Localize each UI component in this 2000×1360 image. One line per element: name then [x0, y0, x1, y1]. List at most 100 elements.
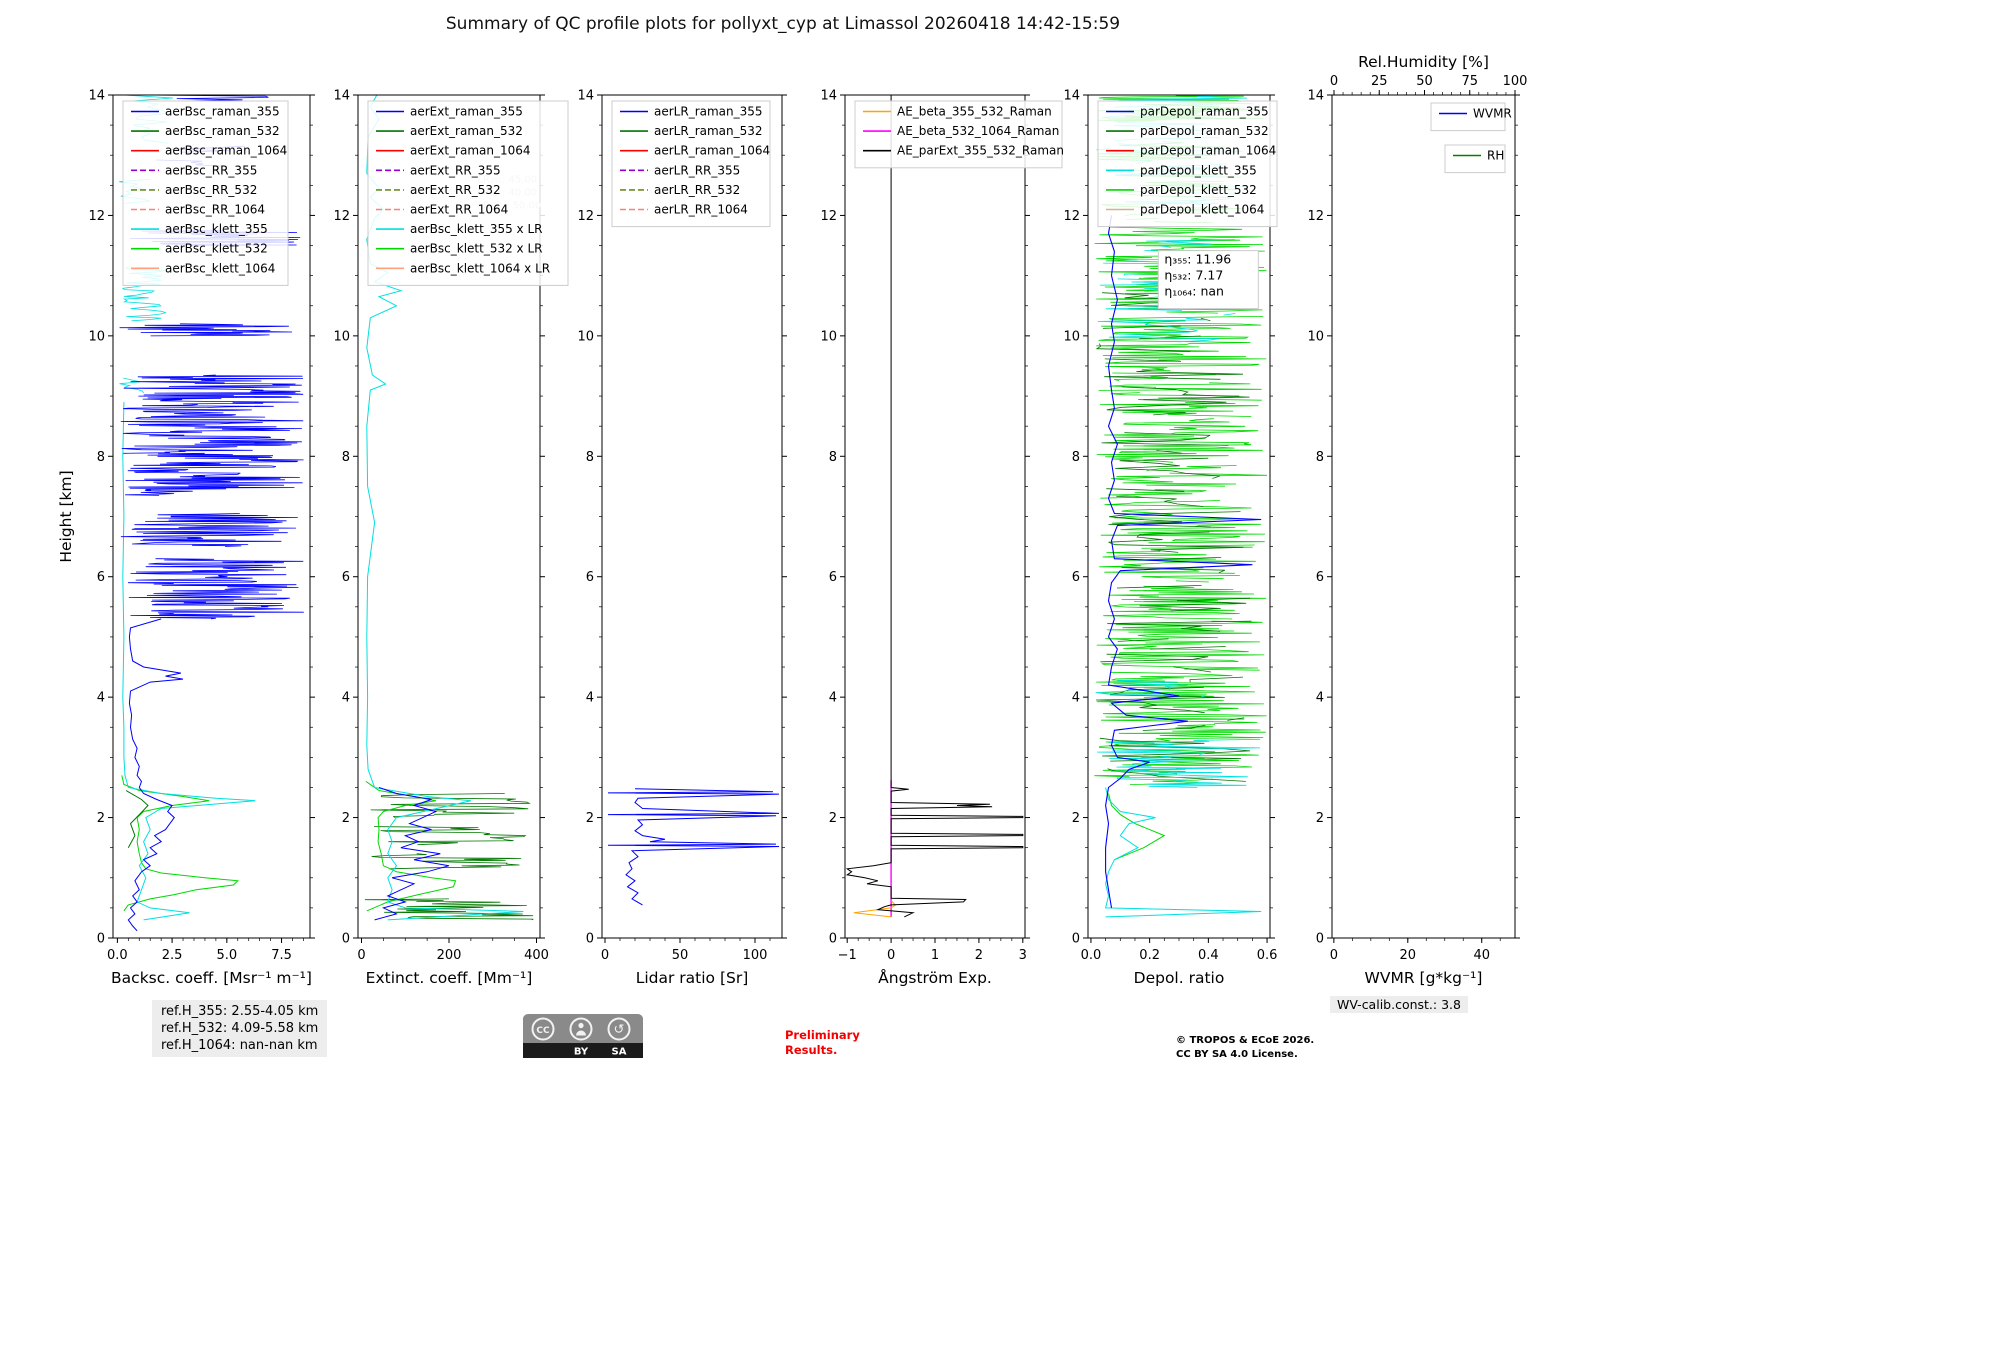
y-tick-label: 4 — [1316, 691, 1324, 706]
x-tick-label: 0 — [601, 948, 609, 963]
xlabel-extinction: Extinct. coeff. [Mm⁻¹] — [366, 969, 533, 987]
series-aerExt_raman_532-noise — [370, 793, 531, 818]
y-tick-label: 4 — [97, 691, 105, 706]
copyright-note: © TROPOS & ECoE 2026. CC BY SA 4.0 Licen… — [1176, 1035, 1315, 1060]
y-tick-label: 8 — [1072, 450, 1080, 465]
y-tick-label: 6 — [1316, 570, 1324, 585]
series-aerExt_raman_532-noise — [364, 898, 534, 921]
x-tick-label: 1 — [931, 948, 939, 963]
legend-label: aerExt_RR_1064 — [410, 203, 508, 217]
y-tick-label: 6 — [1072, 570, 1080, 585]
badge-sa-label: SA — [612, 1047, 627, 1058]
ref-height-532: ref.H_532: 4.09-5.58 km — [161, 1021, 319, 1037]
preliminary-results-note: Preliminary Results. — [785, 1028, 860, 1057]
top-tick-label: 0 — [1330, 74, 1338, 89]
y-tick-label: 2 — [586, 811, 594, 826]
top-tick-label: 50 — [1416, 74, 1433, 89]
y-tick-label: 14 — [1063, 89, 1080, 104]
top-axis-label: Rel.Humidity [%] — [1358, 53, 1489, 71]
y-tick-label: 10 — [820, 329, 837, 344]
legend-label: aerExt_raman_1064 — [410, 144, 531, 158]
x-tick-label: 0.0 — [107, 948, 128, 963]
legend-label: aerExt_RR_532 — [410, 183, 501, 197]
series-parDepol_klett_532 — [1108, 793, 1166, 861]
y-tick-label: 0 — [829, 932, 837, 947]
x-tick-label: 2 — [975, 948, 983, 963]
annotation-text: η₃₅₅: 11.96 — [1164, 252, 1231, 267]
series-aerBsc_klett_355-noise — [119, 377, 144, 394]
y-tick-label: 0 — [586, 932, 594, 947]
y-tick-label: 12 — [820, 209, 837, 224]
badge-by-label: BY — [574, 1047, 589, 1058]
y-tick-label: 10 — [1307, 329, 1324, 344]
legend-label: aerBsc_klett_355 x LR — [410, 222, 543, 236]
x-tick-label: 7.5 — [271, 948, 292, 963]
y-tick-label: 4 — [586, 691, 594, 706]
x-tick-label: 20 — [1400, 948, 1417, 963]
legend-label: aerBsc_klett_1064 — [165, 261, 275, 275]
top-tick-label: 100 — [1503, 74, 1528, 89]
series-parDepol_klett_355 — [1104, 787, 1262, 918]
y-tick-label: 6 — [97, 570, 105, 585]
x-tick-label: −1 — [838, 948, 857, 963]
legend-label: parDepol_klett_532 — [1140, 183, 1257, 197]
y-tick-label: 0 — [1316, 932, 1324, 947]
series-parDepol_raman_355 — [1105, 215, 1262, 908]
legend-label: parDepol_raman_532 — [1140, 124, 1269, 138]
legend-label: aerBsc_klett_532 — [165, 242, 268, 256]
xlabel-backscatter: Backsc. coeff. [Msr⁻¹ m⁻¹] — [111, 969, 312, 987]
y-tick-label: 8 — [829, 450, 837, 465]
annotation-box — [1157, 250, 1259, 310]
legend-label: aerLR_RR_1064 — [654, 203, 748, 217]
series-aerLR_raman_355 — [607, 788, 780, 906]
legend-label: aerBsc_RR_532 — [165, 183, 257, 197]
y-tick-label: 8 — [342, 450, 350, 465]
series-aerBsc_raman_355-noise — [143, 95, 269, 102]
legend-label: aerBsc_klett_1064 x LR — [410, 261, 550, 275]
x-tick-label: 5.0 — [216, 948, 237, 963]
legend-label: aerBsc_raman_532 — [165, 124, 280, 138]
y-tick-label: 4 — [1072, 691, 1080, 706]
badge-bottom-strip — [523, 1043, 643, 1058]
x-tick-label: 2.5 — [162, 948, 183, 963]
series-aerBsc_raman_355-noise — [120, 374, 304, 454]
y-tick-label: 14 — [333, 89, 350, 104]
series-aerBsc_klett_532_x_LR — [365, 780, 457, 912]
x-tick-label: 0.4 — [1198, 948, 1219, 963]
cc-badge-graphic: CC ↺ BY SA — [523, 1014, 643, 1058]
legend-label: aerLR_raman_1064 — [654, 144, 770, 158]
x-tick-label: 0.2 — [1139, 948, 1160, 963]
series-aerBsc_klett_532 — [121, 775, 239, 912]
legend-label: aerBsc_klett_355 — [165, 222, 268, 236]
legend-label: aerBsc_RR_1064 — [165, 203, 265, 217]
legend-label: parDepol_raman_1064 — [1140, 144, 1276, 158]
y-tick-label: 14 — [1307, 89, 1324, 104]
ref-height-355: ref.H_355: 2.55-4.05 km — [161, 1004, 319, 1019]
legend-label: WVMR — [1473, 107, 1512, 121]
legend-label: aerBsc_raman_1064 — [165, 144, 287, 158]
series-AE_beta_355_532_Raman — [853, 900, 897, 918]
legend-label: parDepol_klett_355 — [1140, 163, 1257, 177]
y-tick-label: 6 — [829, 570, 837, 585]
panel-extinction: 0 2 4 6 8 10 12 14 0 200 400 Extinct. coeff. [Mm⁻¹]… — [333, 89, 569, 987]
y-tick-label: 2 — [829, 811, 837, 826]
person-icon — [569, 1017, 593, 1041]
y-tick-label: 2 — [1072, 811, 1080, 826]
x-tick-label: 40 — [1473, 948, 1490, 963]
x-tick-label: 0 — [887, 948, 895, 963]
legend-label: aerExt_raman_355 — [410, 105, 523, 119]
y-tick-label: 10 — [577, 329, 594, 344]
legend-box — [1444, 144, 1506, 174]
legend-label: AE_parExt_355_532_Raman — [897, 144, 1064, 158]
x-tick-label: 400 — [524, 948, 549, 963]
legend-label: aerLR_RR_532 — [654, 183, 740, 197]
x-tick-label: 0.6 — [1257, 948, 1278, 963]
series-aerBsc_raman_355-noise — [125, 452, 304, 496]
x-tick-label: 0 — [1330, 948, 1338, 963]
y-tick-label: 2 — [1316, 811, 1324, 826]
xlabel-depol-ratio: Depol. ratio — [1134, 969, 1225, 987]
xlabel-lidar-ratio: Lidar ratio [Sr] — [636, 969, 749, 987]
legend-label: parDepol_raman_355 — [1140, 105, 1269, 119]
y-tick-label: 14 — [88, 89, 105, 104]
